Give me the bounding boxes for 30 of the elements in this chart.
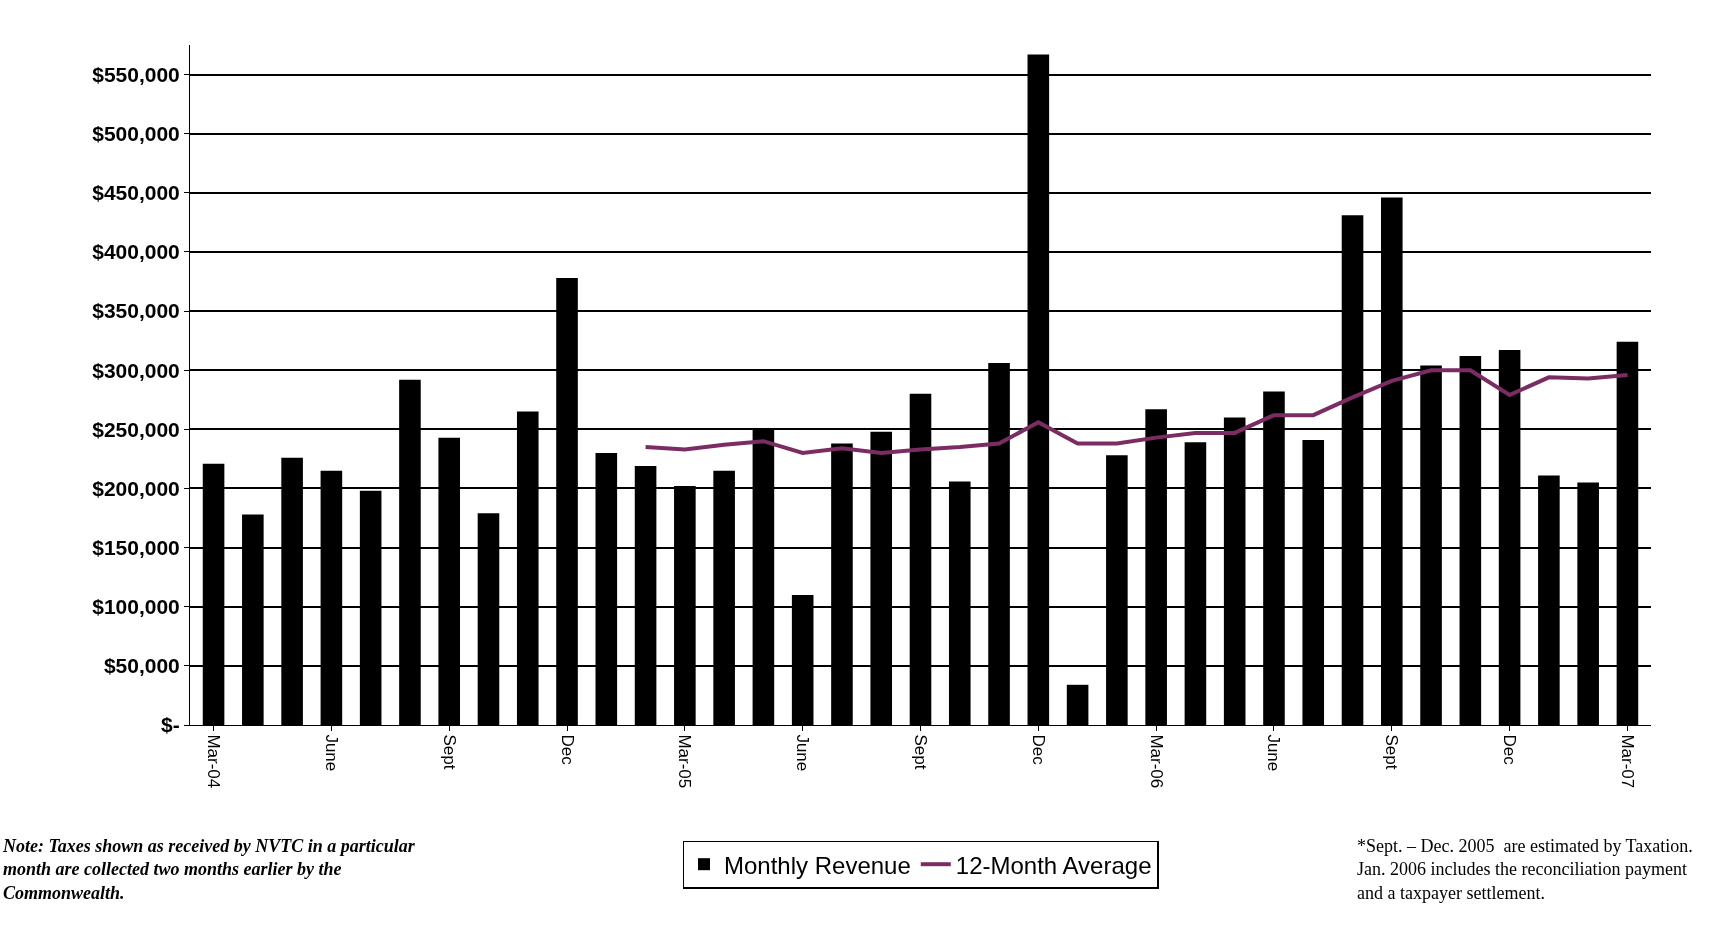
y-tick-label: $100,000 [92, 595, 180, 619]
y-tick-label: $150,000 [92, 535, 180, 559]
legend-label: 12-Month Average [955, 851, 1152, 879]
y-tick-label: $50,000 [103, 654, 180, 678]
y-tick-label: $400,000 [92, 240, 180, 264]
x-tick-label: June [1264, 734, 1284, 772]
x-tick-label: Sept [439, 734, 459, 770]
line-series [643, 368, 1630, 455]
x-tick-label: Mar-06 [1146, 734, 1166, 789]
y-tick-label: $300,000 [92, 358, 180, 382]
x-tick-label: Mar-04 [204, 734, 224, 789]
legend-label: Monthly Revenue [724, 851, 911, 879]
y-tick-label: $500,000 [92, 122, 180, 146]
x-tick-label: June [321, 734, 341, 772]
y-tick-label: $350,000 [92, 299, 180, 323]
y-tick-label: $550,000 [92, 62, 180, 86]
text: *Sept. – Dec. 2005 are estimated by Taxation. Jan. 2006 includes the reconciliation payment and a taxpayer settlement. [1357, 836, 1693, 903]
y-tick-label: $200,000 [92, 476, 180, 500]
x-tick-label: Dec [1500, 734, 1520, 766]
y-tick-label: $450,000 [92, 181, 180, 205]
x-tick-label: Sept [910, 734, 930, 770]
x-tick-label: Mar-05 [675, 734, 695, 789]
y-tick-label: $- [161, 713, 180, 737]
text: Note: Taxes shown as received by NVTC in a particular month are collected two months earlier by the Commonwealth. [2, 836, 416, 903]
x-tick-label: Sept [1382, 734, 1402, 770]
x-tick-label: Dec [557, 734, 577, 766]
x-tick-label: June [793, 734, 813, 772]
x-tick-label: Dec [1028, 734, 1048, 766]
y-tick-label: $250,000 [92, 417, 180, 441]
x-tick-label: Mar-07 [1617, 734, 1637, 789]
